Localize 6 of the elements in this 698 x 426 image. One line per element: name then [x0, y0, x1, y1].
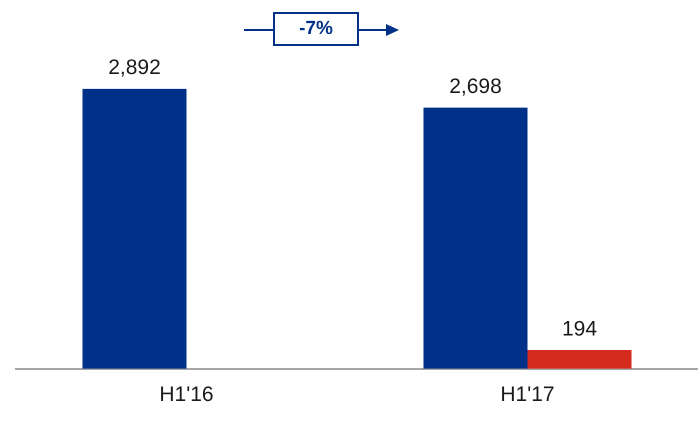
text: -7% — [273, 12, 359, 46]
x-tick-label: H1'17 — [500, 383, 555, 406]
data-label: 2,892 — [108, 56, 161, 80]
data-label: 194 — [562, 317, 598, 340]
data-label: 2,698 — [449, 74, 502, 98]
x-tick-label: H1'16 — [159, 383, 214, 406]
